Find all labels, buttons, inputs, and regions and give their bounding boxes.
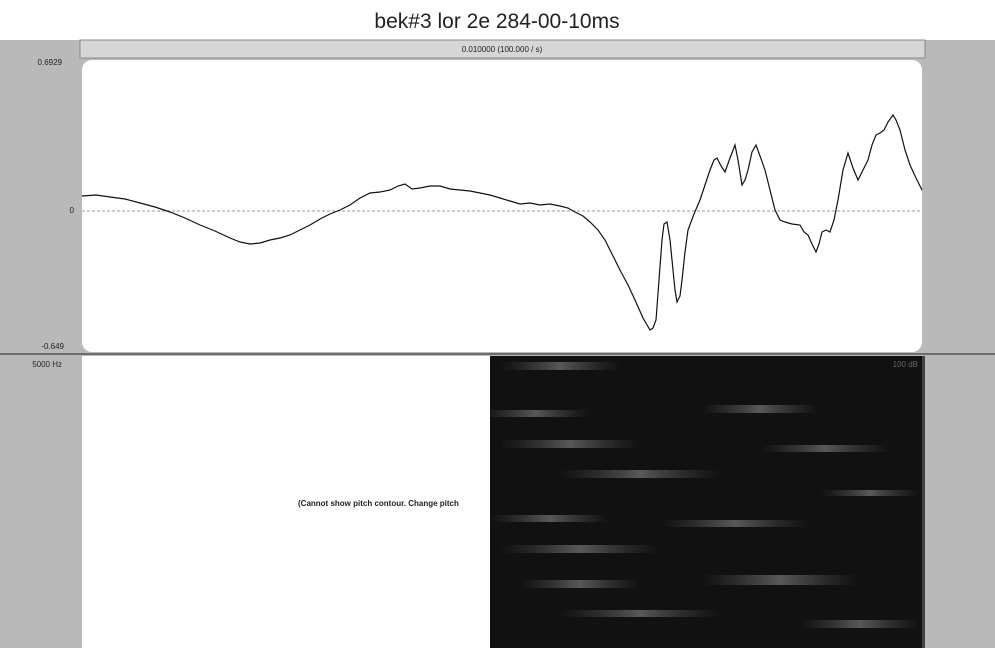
spectrogram-streaks — [490, 362, 920, 628]
db-label: 100 dB — [893, 360, 918, 369]
spectrogram — [490, 356, 922, 648]
spectrogram-edge — [922, 356, 925, 648]
zero-label: 0 — [70, 206, 75, 215]
time-bar — [79, 39, 926, 59]
time-label: 0.010000 (100.000 / s) — [462, 45, 543, 54]
pitch-message: (Cannot show pitch contour. Change pitch — [298, 499, 459, 508]
waveform-panel — [82, 60, 922, 352]
pitch-panel — [82, 356, 490, 648]
window-title: bek#3 lor 2e 284-00-10ms — [374, 10, 619, 33]
y-max-label: 0.6929 — [38, 58, 63, 67]
y-min-label: -0.649 — [41, 342, 64, 351]
waveform — [81, 113, 923, 331]
freq-label: 5000 Hz — [32, 360, 62, 369]
